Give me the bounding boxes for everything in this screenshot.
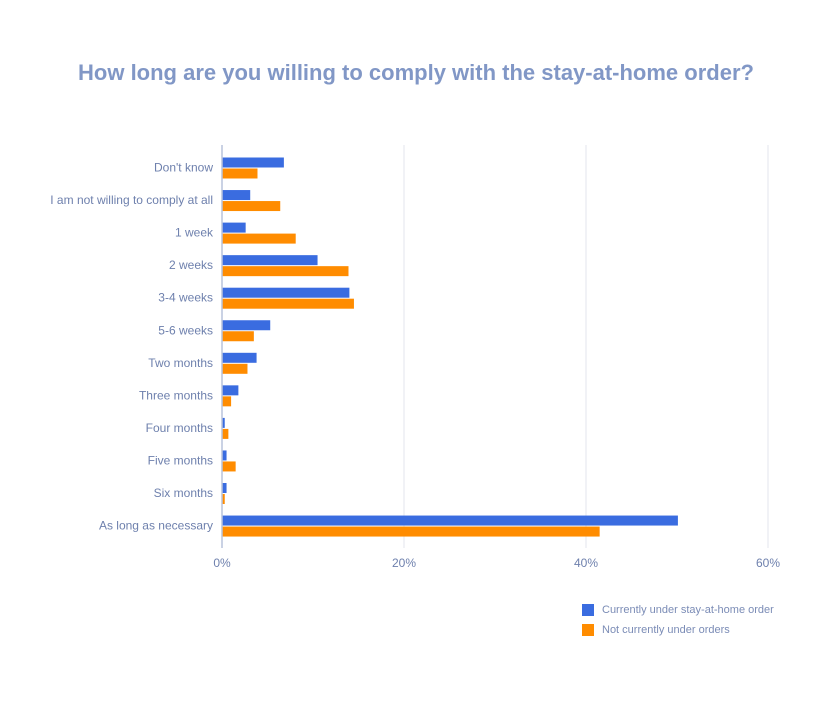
bar-not-current — [222, 168, 258, 179]
y-tick-label: I am not willing to comply at all — [50, 193, 213, 207]
bar-current — [222, 222, 246, 233]
bar-not-current — [222, 331, 254, 342]
x-tick-label: 20% — [392, 556, 416, 570]
legend-swatch-orange — [582, 624, 594, 636]
bar-current — [222, 287, 350, 298]
y-tick-label: 3-4 weeks — [158, 291, 213, 305]
y-tick-label: Five months — [148, 453, 213, 467]
bar-not-current — [222, 266, 349, 277]
y-tick-label: Two months — [148, 356, 213, 370]
bar-not-current — [222, 396, 232, 407]
legend-swatch-blue — [582, 604, 594, 616]
bar-current — [222, 157, 284, 168]
bar-current — [222, 417, 225, 428]
bar-current — [222, 483, 227, 493]
y-tick-label: Four months — [146, 421, 213, 435]
bar-current — [222, 255, 318, 266]
bar-current — [222, 190, 251, 201]
bar-current — [222, 385, 239, 396]
bar-current — [222, 352, 257, 363]
bar-not-current — [222, 201, 281, 212]
bar-not-current — [222, 494, 225, 504]
legend-item-1: Not currently under orders — [582, 624, 730, 636]
y-tick-label: 5-6 weeks — [158, 323, 213, 337]
y-tick-label: Six months — [154, 486, 213, 500]
y-tick-label: Three months — [139, 388, 213, 402]
y-tick-label: 2 weeks — [169, 258, 213, 272]
x-tick-label: 60% — [756, 556, 780, 570]
legend-item-0: Currently under stay-at-home order — [582, 604, 774, 616]
bar-current — [222, 515, 678, 526]
chart-title: How long are you willing to comply with … — [78, 60, 754, 85]
bar-not-current — [222, 526, 600, 537]
y-tick-label: 1 week — [175, 226, 214, 240]
bar-current — [222, 450, 227, 461]
legend-label: Not currently under orders — [602, 624, 730, 636]
bar-not-current — [222, 298, 354, 309]
x-tick-label: 0% — [213, 556, 231, 570]
bar-not-current — [222, 363, 248, 374]
y-tick-label: Don't know — [154, 161, 213, 175]
bar-not-current — [222, 233, 296, 244]
x-tick-label: 40% — [574, 556, 598, 570]
bar-not-current — [222, 461, 236, 472]
legend-label: Currently under stay-at-home order — [602, 604, 774, 616]
bar-current — [222, 320, 271, 331]
bar-not-current — [222, 428, 229, 439]
y-tick-label: As long as necessary — [99, 519, 213, 533]
